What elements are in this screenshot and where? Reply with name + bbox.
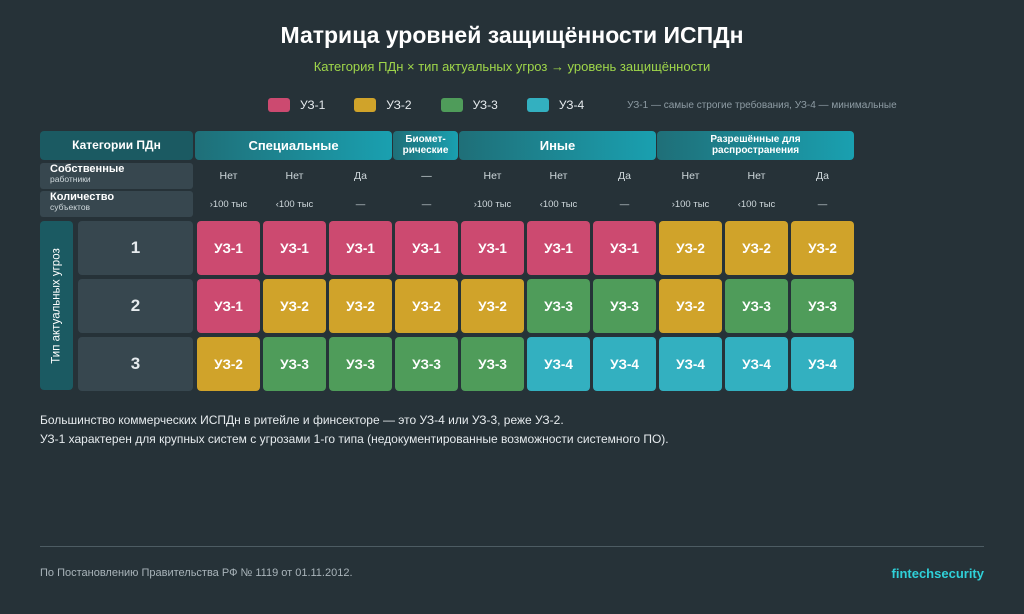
protection-level-cell: УЗ-3 [461, 337, 524, 391]
protection-level-cell: УЗ-1 [461, 221, 524, 275]
legend-item-uz2: УЗ-2 [354, 98, 412, 112]
subjects-count-value: ‹100 тыс [737, 198, 776, 210]
legend: УЗ-1 УЗ-2 УЗ-3 УЗ-4 УЗ-1 — самые строгие… [268, 95, 897, 115]
row-label-sub: субъектов [50, 202, 91, 213]
category-header: Иные [459, 131, 656, 160]
category-header: Специальные [195, 131, 392, 160]
protection-level-cell: УЗ-4 [791, 337, 854, 391]
protection-level-cell: УЗ-2 [791, 221, 854, 275]
legend-label: УЗ-3 [472, 98, 498, 112]
threat-type-axis-text: Тип актуальных угроз [50, 247, 63, 364]
protection-level-cell: УЗ-4 [527, 337, 590, 391]
page-title: Матрица уровней защищённости ИСПДн [280, 22, 744, 48]
protection-level-cell: УЗ-1 [263, 221, 326, 275]
brand-logo: fintechsecurity [891, 566, 984, 581]
protection-level-cell: УЗ-4 [593, 337, 656, 391]
protection-level-cell: УЗ-3 [593, 279, 656, 333]
row-label-own-employees: Собственные работники [40, 163, 193, 189]
subjects-count-value: ‹100 тыс [539, 198, 578, 210]
protection-level-cell: УЗ-1 [197, 279, 260, 333]
subjects-count-value: — [355, 198, 366, 210]
protection-level-cell: УЗ-1 [197, 221, 260, 275]
legend-item-uz1: УЗ-1 [268, 98, 325, 112]
own-employees-value: Нет [483, 170, 502, 182]
subjects-count-value: ›100 тыс [209, 198, 248, 210]
own-employees-value: Нет [549, 170, 568, 182]
protection-level-cell: УЗ-4 [725, 337, 788, 391]
protection-level-matrix: Категории ПДн Специальные Биомет-рические И… [40, 131, 854, 391]
note-line-2: УЗ-1 характерен для крупных систем с угр… [40, 432, 669, 446]
threat-type-label: 3 [78, 337, 193, 391]
subjects-count-value: — [421, 198, 432, 210]
legend-note: УЗ-1 — самые строгие требования, УЗ-4 — … [627, 99, 897, 111]
protection-level-cell: УЗ-1 [527, 221, 590, 275]
legend-item-uz3: УЗ-3 [440, 98, 498, 112]
own-employees-value: Да [618, 170, 631, 182]
threat-type-label: 2 [78, 279, 193, 333]
legend-swatch [440, 98, 463, 112]
protection-level-cell: УЗ-1 [329, 221, 392, 275]
own-employees-value: Нет [219, 170, 238, 182]
threat-type-label: 1 [78, 221, 193, 275]
legend-label: УЗ-1 [300, 98, 326, 112]
subjects-count-value: ›100 тыс [671, 198, 710, 210]
threat-type-axis-label: Тип актуальных угроз [40, 221, 73, 390]
protection-level-cell: УЗ-3 [791, 279, 854, 333]
legend-swatch [526, 98, 549, 112]
own-employees-value: — [421, 170, 432, 182]
protection-level-cell: УЗ-3 [725, 279, 788, 333]
row-label-subjects-count: Количество субъектов [40, 191, 193, 217]
protection-level-cell: УЗ-2 [725, 221, 788, 275]
protection-level-cell: УЗ-2 [329, 279, 392, 333]
protection-level-cell: УЗ-3 [395, 337, 458, 391]
row-label-main: Собственные [50, 163, 125, 175]
protection-level-cell: УЗ-1 [593, 221, 656, 275]
protection-level-cell: УЗ-2 [659, 221, 722, 275]
category-header: Биомет-рические [393, 131, 458, 160]
protection-level-cell: УЗ-2 [263, 279, 326, 333]
subjects-count-value: ›100 тыс [473, 198, 512, 210]
category-header-corner: Категории ПДн [40, 131, 193, 160]
protection-level-cell: УЗ-3 [329, 337, 392, 391]
legend-swatch [354, 98, 377, 112]
legend-item-uz4: УЗ-4 [526, 98, 585, 112]
footer-source: По Постановлению Правительства РФ № 1119… [40, 567, 353, 579]
protection-level-cell: УЗ-3 [527, 279, 590, 333]
protection-level-cell: УЗ-2 [461, 279, 524, 333]
own-employees-value: Нет [681, 170, 700, 182]
subjects-count-value: ‹100 тыс [275, 198, 314, 210]
protection-level-cell: УЗ-2 [659, 279, 722, 333]
page-subtitle: Категория ПДн × тип актуальных угроз → у… [313, 59, 711, 74]
own-employees-value: Да [354, 170, 367, 182]
protection-level-cell: УЗ-3 [263, 337, 326, 391]
own-employees-value: Нет [285, 170, 304, 182]
protection-level-cell: УЗ-1 [395, 221, 458, 275]
row-label-main: Количество [50, 191, 115, 203]
legend-label: УЗ-2 [386, 98, 412, 112]
row-label-sub: работники [50, 174, 91, 185]
note-line-1: Большинство коммерческих ИСПДн в ритейле… [40, 413, 564, 427]
protection-level-cell: УЗ-2 [197, 337, 260, 391]
protection-level-cell: УЗ-4 [659, 337, 722, 391]
legend-label: УЗ-4 [558, 98, 585, 112]
own-employees-value: Нет [747, 170, 766, 182]
subjects-count-value: — [817, 198, 828, 210]
own-employees-value: Да [816, 170, 829, 182]
footer-divider [40, 546, 984, 547]
subjects-count-value: — [619, 198, 630, 210]
protection-level-cell: УЗ-2 [395, 279, 458, 333]
legend-swatch [268, 98, 290, 112]
category-header: Разрешённые для распространения [657, 131, 854, 160]
